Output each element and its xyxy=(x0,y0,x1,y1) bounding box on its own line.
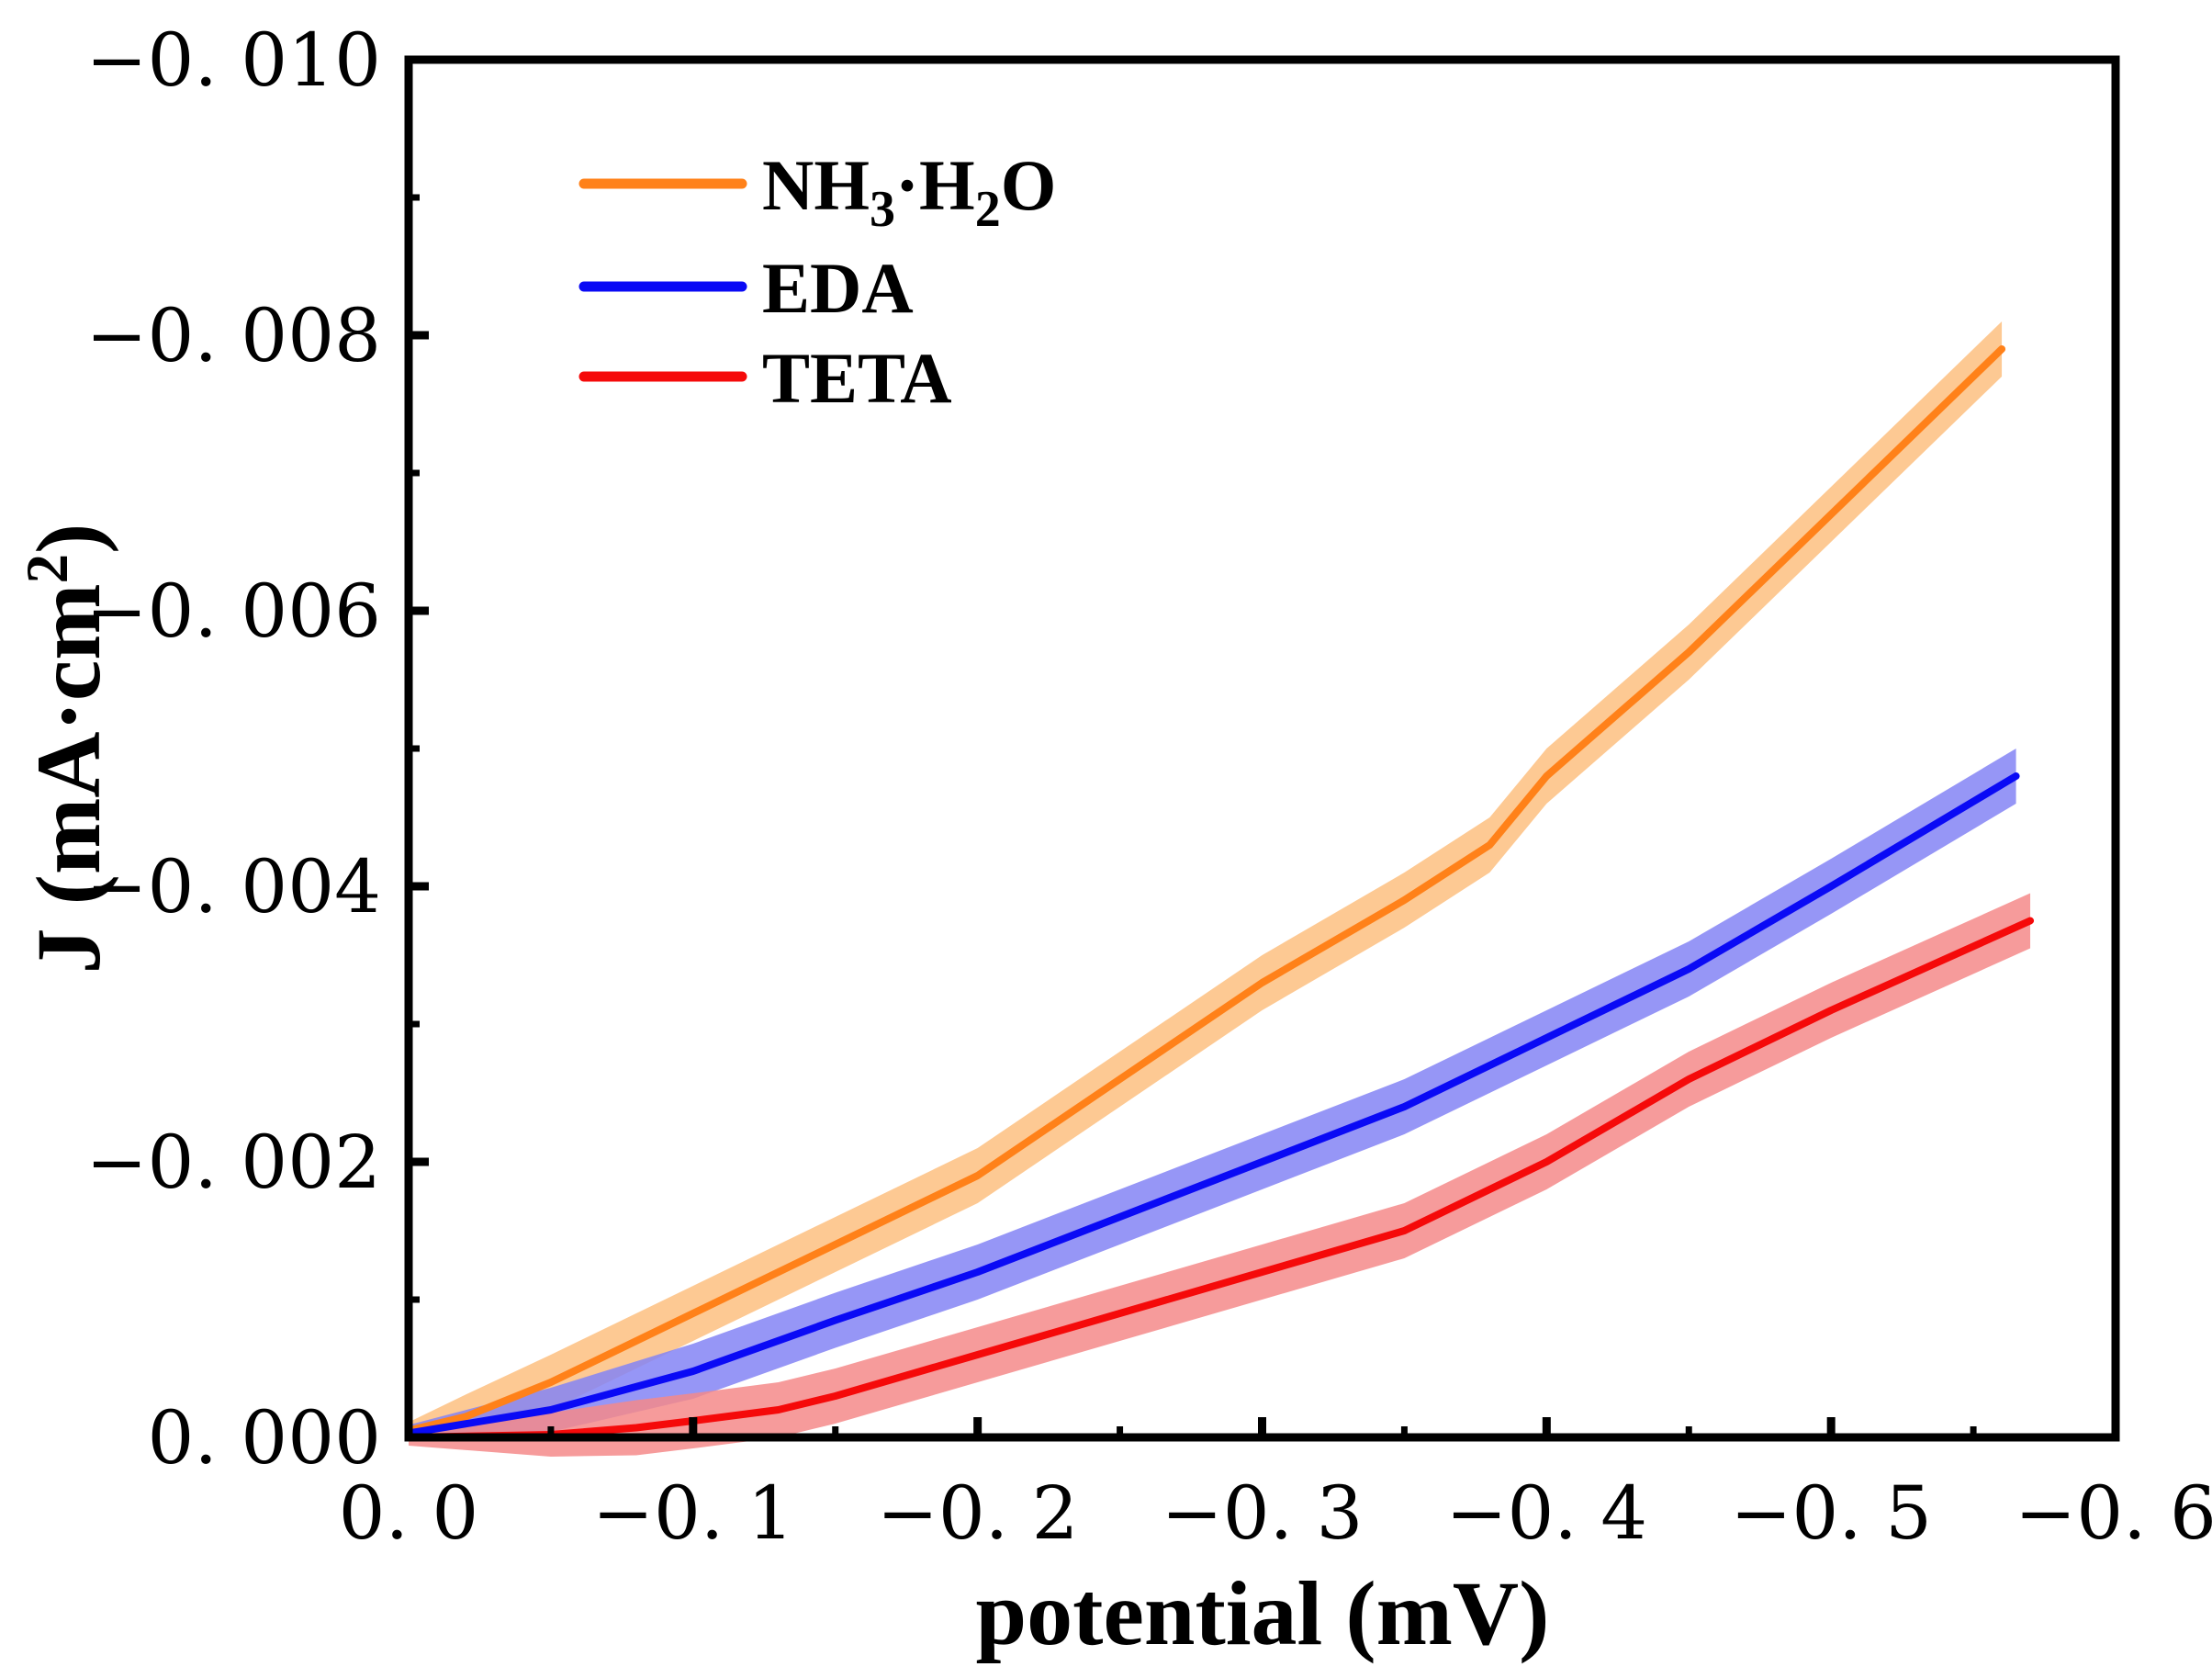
y-tick-label: −0. 010 xyxy=(86,17,381,103)
series-line-TETA xyxy=(405,917,2035,1441)
y-tick-label: 0. 000 xyxy=(148,1395,381,1481)
legend-label-EDA: EDA xyxy=(762,248,914,328)
x-tick-label: −0. 6 xyxy=(2015,1470,2212,1556)
series-line-EDA xyxy=(405,772,2020,1437)
x-axis-title: potential (mV) xyxy=(976,1562,1550,1664)
x-tick-label: 0. 0 xyxy=(339,1470,479,1556)
y-tick-label: −0. 002 xyxy=(86,1120,381,1205)
x-tick-label: −0. 2 xyxy=(877,1470,1079,1556)
legend-label-TETA: TETA xyxy=(762,338,952,418)
legend: NH3·H2O EDA TETA xyxy=(578,145,1056,418)
plot-frame xyxy=(404,55,2120,1442)
series-lines xyxy=(405,345,2035,1441)
y-tick-label: −0. 004 xyxy=(86,844,381,929)
x-tick-label: −0. 1 xyxy=(592,1470,794,1556)
y-tick-label: −0. 008 xyxy=(86,293,381,378)
x-tick-label: −0. 3 xyxy=(1162,1470,1364,1556)
series-line-NH3·H2O xyxy=(405,345,2006,1435)
axis-ticks: 0. 0 −0. 1 −0. 2 −0. 3 −0. 4 −0. 5 −0. 6 0. 000… xyxy=(86,17,2212,1556)
y-tick-label: −0. 006 xyxy=(86,569,381,654)
x-tick-label: −0. 5 xyxy=(1730,1470,1932,1556)
x-tick-label: −0. 4 xyxy=(1445,1470,1647,1556)
legend-label-NH3·H2O: NH3·H2O xyxy=(762,145,1056,238)
y-axis-title: J (mA·cm2) xyxy=(15,524,119,974)
